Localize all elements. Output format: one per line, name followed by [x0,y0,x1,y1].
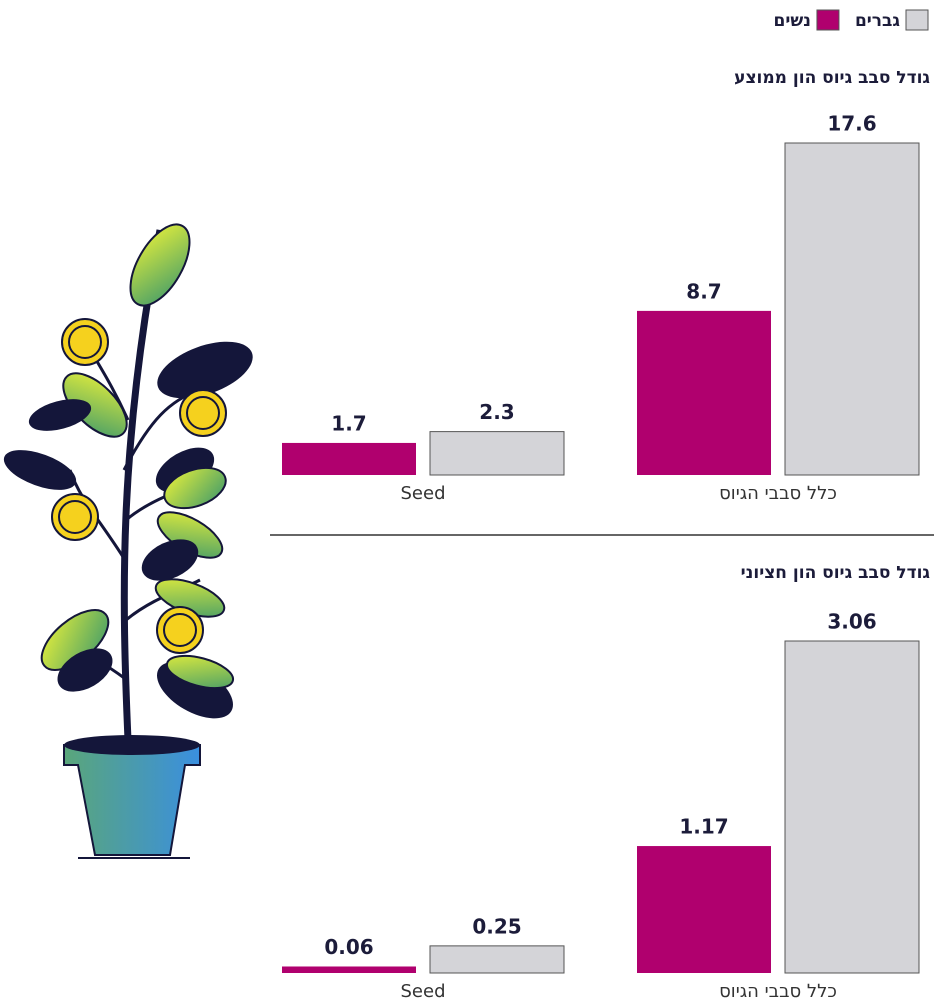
bar [784,640,920,974]
legend-swatch [905,9,929,31]
legend-label: גברים [855,11,900,31]
category-label: כלל סבבי הגיוס [719,483,837,504]
chart-title: גודל סבב גיוס הון ממוצע [734,68,930,88]
value-label: 2.3 [479,400,514,424]
chart-title: גודל סבב גיוס הון חציוני [741,563,931,583]
value-label: 0.25 [472,914,521,938]
legend-label: נשים [774,11,811,31]
category-label: Seed [401,981,446,1002]
value-label: 0.06 [324,935,373,959]
value-label: 3.06 [827,610,876,634]
value-label: 8.7 [686,279,721,303]
category-label: כלל סבבי הגיוס [719,981,837,1002]
value-label: 1.7 [331,411,366,435]
bar [429,431,565,476]
plant-illustration [3,223,253,859]
value-label: 17.6 [827,112,876,136]
value-label: 1.17 [679,815,728,839]
bar [637,846,771,973]
bar [784,142,920,476]
bar [282,442,416,475]
bar [429,945,565,974]
bar [282,966,416,973]
bar [637,310,771,475]
category-label: Seed [401,483,446,504]
legend-swatch [816,9,840,31]
